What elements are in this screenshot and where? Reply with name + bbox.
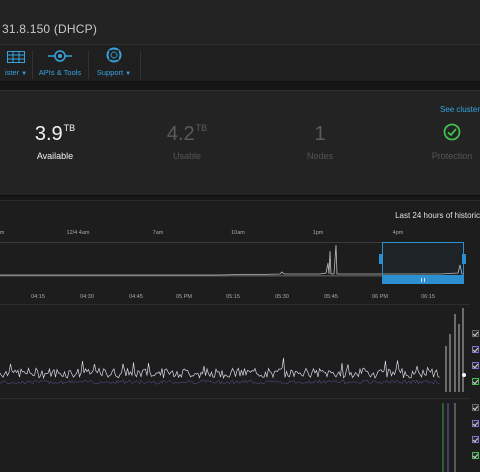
detail-tick-label: 04:30 [80, 294, 94, 300]
top-bar: 31.8.150 (DHCP) [0, 0, 480, 44]
stat-usable-value: 4.2 [166, 123, 195, 145]
detail-chart[interactable] [0, 306, 470, 394]
series-toggle-checkbox[interactable] [472, 346, 479, 353]
support-lifebuoy-icon [106, 47, 122, 68]
nav-support-label: Support [96, 68, 124, 77]
grip-icon [421, 278, 425, 282]
overview-tick-label: 4pm [392, 230, 404, 236]
stat-available-unit: TB [63, 123, 76, 133]
overview-tick-label: 10am [231, 230, 245, 236]
detail-tick-label: 06 PM [372, 294, 388, 300]
series-toggle-checkbox[interactable] [472, 404, 479, 411]
see-cluster-link[interactable]: See cluster [439, 105, 480, 114]
series-toggle-checkbox[interactable] [472, 436, 479, 443]
overview-tick-label: 12/4 4am [66, 230, 90, 236]
overview-tick-label: 7am [152, 230, 164, 236]
detail-tick-label: 04:45 [129, 294, 143, 300]
stat-protection-label: Protection [431, 151, 473, 161]
stat-available-value: 3.9 [34, 123, 63, 145]
nav-apis-tools-label: APIs & Tools [38, 68, 82, 77]
detail-tick-label: 05:45 [324, 294, 338, 300]
stat-usable-unit: TB [195, 123, 208, 133]
detail-tick-label: 06:15 [421, 294, 435, 300]
overview-tick-label: 1pm [312, 230, 324, 236]
series-toggle-checkbox[interactable] [472, 420, 479, 427]
chevron-down-icon: ▼ [21, 71, 28, 77]
cluster-grid-icon [7, 51, 25, 68]
brush-drag-bar[interactable] [382, 276, 464, 284]
stat-usable-label: Usable [172, 151, 201, 161]
history-title: Last 24 hours of historic [395, 211, 480, 220]
api-tools-icon [48, 49, 72, 68]
nav-cluster-button[interactable]: ister ▼ [0, 45, 32, 83]
nav-divider [32, 51, 33, 79]
detail-axis [0, 304, 470, 305]
stat-usable: 4.2TB Usable [154, 123, 220, 161]
stat-nodes-label: Nodes [306, 151, 333, 161]
brush-left-handle[interactable] [379, 254, 383, 264]
main-nav: ister ▼ APIs & Tools Support ▼ [0, 44, 480, 82]
brush-right-handle[interactable] [462, 254, 466, 264]
capacity-summary-panel: See cluster 3.9TB Available 4.2TB Usable… [0, 90, 480, 196]
nav-cluster-label: ister [4, 68, 20, 77]
series-toggle-checkbox[interactable] [472, 378, 479, 385]
nav-apis-tools-button[interactable]: APIs & Tools [34, 45, 86, 83]
detail-tick-label: 05:30 [275, 294, 289, 300]
stat-nodes: 1 Nodes [288, 123, 352, 161]
detail-series [0, 308, 466, 392]
check-circle-icon [443, 123, 461, 146]
secondary-series [442, 403, 456, 472]
series-marker [462, 373, 466, 377]
host-address: 31.8.150 (DHCP) [2, 22, 98, 36]
secondary-chart[interactable] [0, 398, 470, 472]
stat-available-label: Available [36, 151, 74, 161]
stat-available: 3.9TB Available [22, 123, 88, 161]
stat-nodes-value: 1 [314, 123, 326, 145]
series-toggle-checkbox[interactable] [472, 330, 479, 337]
nav-divider [140, 51, 141, 79]
nav-support-button[interactable]: Support ▼ [90, 45, 138, 83]
detail-tick-label: 05 PM [176, 294, 192, 300]
series-toggle-checkbox[interactable] [472, 362, 479, 369]
detail-tick-label: 05:15 [226, 294, 240, 300]
chevron-down-icon: ▼ [125, 71, 132, 77]
nav-divider [88, 51, 89, 79]
time-range-brush[interactable] [382, 242, 464, 276]
stat-protection: Protection [420, 123, 480, 161]
overview-tick-label: m [0, 230, 5, 236]
detail-tick-label: 04:15 [31, 294, 45, 300]
series-toggle-checkbox[interactable] [472, 452, 479, 459]
history-panel: Last 24 hours of historic [0, 200, 480, 472]
